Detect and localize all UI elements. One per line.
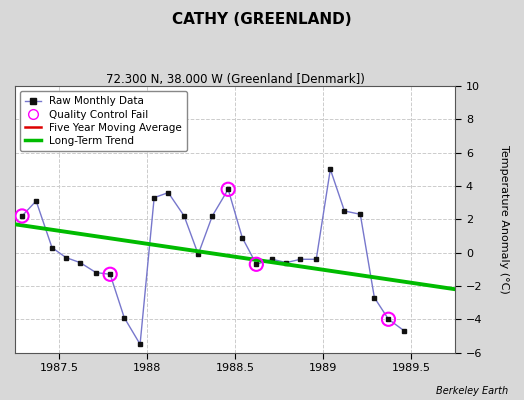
Text: CATHY (GREENLAND): CATHY (GREENLAND) — [172, 12, 352, 27]
Point — [18, 213, 26, 219]
Point — [106, 271, 114, 278]
Legend: Raw Monthly Data, Quality Control Fail, Five Year Moving Average, Long-Term Tren: Raw Monthly Data, Quality Control Fail, … — [20, 91, 188, 151]
Title: 72.300 N, 38.000 W (Greenland [Denmark]): 72.300 N, 38.000 W (Greenland [Denmark]) — [106, 73, 365, 86]
Text: Berkeley Earth: Berkeley Earth — [436, 386, 508, 396]
Point — [252, 261, 260, 268]
Y-axis label: Temperature Anomaly (°C): Temperature Anomaly (°C) — [499, 145, 509, 294]
Point — [224, 186, 232, 192]
Point — [384, 316, 392, 322]
